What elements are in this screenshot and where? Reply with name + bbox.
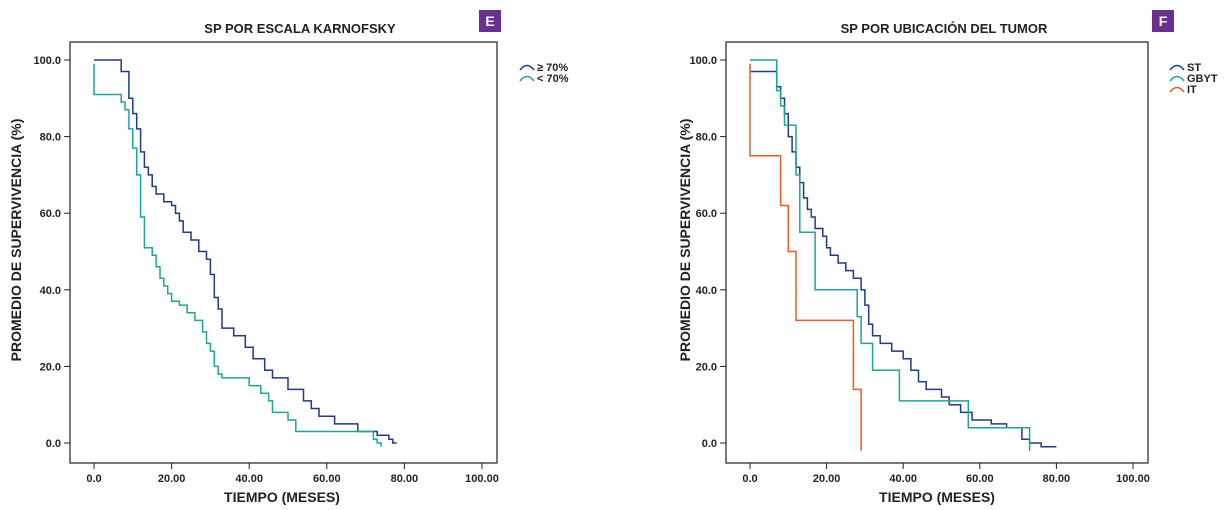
chart-e-svg: SP POR ESCALA KARNOFSKY E TIEMPO (MESES)… <box>8 10 569 505</box>
plot-frame <box>69 41 498 464</box>
series-line-1 <box>94 59 397 444</box>
legend-swatch <box>519 75 535 82</box>
y-tick-label: 60.0 <box>696 208 717 220</box>
legend-label: IT <box>1187 84 1197 96</box>
chart-f-svg: SP POR UBICACIÓN DEL TUMOR F TIEMPO (MES… <box>677 10 1218 505</box>
y-tick-label: 60.0 <box>40 208 61 220</box>
legend-swatch <box>519 64 535 71</box>
legend-swatch <box>1169 64 1185 71</box>
panel-letter: F <box>1159 13 1168 29</box>
x-axis-title: TIEMPO (MESES) <box>224 489 340 505</box>
x-tick-label: 40.00 <box>889 473 917 485</box>
x-tick-label: 100.00 <box>465 473 499 485</box>
y-tick-label: 40.0 <box>696 285 717 297</box>
plot-area: 0.0 20.0 40.0 60.0 80.0 100.0 0.0 20.00 40.00 60.… <box>689 41 1218 485</box>
legend-label: GBYT <box>1187 73 1218 85</box>
y-tick-label: 40.0 <box>40 285 61 297</box>
y-axis-title: PROMEDIO DE SUPERVIVENCIA (%) <box>677 119 693 362</box>
legend-label: ST <box>1187 62 1201 74</box>
x-tick-label: 20.00 <box>158 473 186 485</box>
series-line-3 <box>749 63 862 451</box>
x-tick-label: 60.00 <box>313 473 341 485</box>
panel-badge <box>479 10 501 32</box>
chart-title: SP POR ESCALA KARNOFSKY <box>204 21 396 36</box>
plot-frame <box>725 41 1149 464</box>
x-tick-label: 60.00 <box>966 473 994 485</box>
x-tick-label: 80.00 <box>1043 473 1071 485</box>
panel-badge <box>1152 10 1174 32</box>
x-tick-label: 80.00 <box>391 473 419 485</box>
x-tick-label: 0.0 <box>86 473 101 485</box>
series-line-2 <box>93 63 382 447</box>
chart-panel-e: SP POR ESCALA KARNOFSKY E TIEMPO (MESES)… <box>0 0 600 510</box>
y-tick-label: 100.0 <box>689 55 717 67</box>
x-tick-label: 40.00 <box>235 473 263 485</box>
legend-swatch <box>1169 75 1185 82</box>
panel-letter: E <box>485 13 494 29</box>
y-tick-label: 0.0 <box>46 438 61 450</box>
legend-label: < 70% <box>537 73 569 85</box>
x-tick-label: 20.00 <box>813 473 841 485</box>
legend-label: ≥ 70% <box>537 62 568 74</box>
chart-title: SP POR UBICACIÓN DEL TUMOR <box>841 21 1048 36</box>
x-tick-label: 0.0 <box>742 473 757 485</box>
x-tick-label: 100.00 <box>1116 473 1150 485</box>
y-tick-label: 100.0 <box>33 55 61 67</box>
legend-swatch <box>1169 86 1185 93</box>
chart-panel-f: SP POR UBICACIÓN DEL TUMOR F TIEMPO (MES… <box>660 0 1227 510</box>
series-line-2 <box>750 59 1031 451</box>
y-tick-label: 20.0 <box>696 361 717 373</box>
y-axis-title: PROMEDIO DE SUPERVIVENCIA (%) <box>8 119 24 362</box>
x-axis-title: TIEMPO (MESES) <box>879 489 995 505</box>
y-tick-label: 80.0 <box>40 132 61 144</box>
y-tick-label: 0.0 <box>702 438 717 450</box>
y-tick-label: 80.0 <box>696 132 717 144</box>
y-tick-label: 20.0 <box>40 361 61 373</box>
plot-area: 0.0 20.0 40.0 60.0 80.0 100.0 0.0 20.00 40.00 60.… <box>33 41 569 485</box>
